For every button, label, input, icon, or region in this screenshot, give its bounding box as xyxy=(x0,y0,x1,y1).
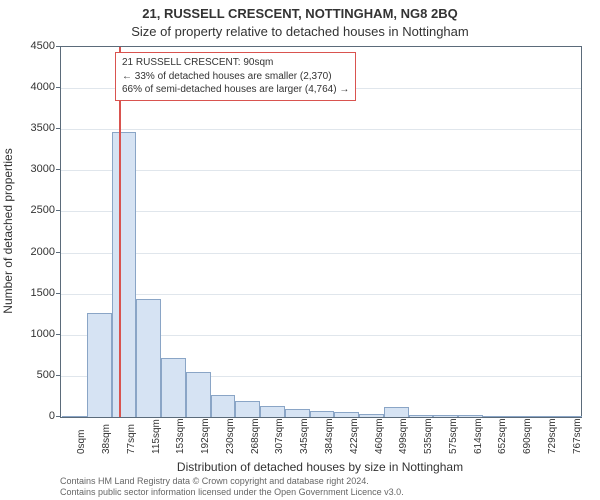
x-tick-label: 384sqm xyxy=(324,418,335,454)
y-tick-mark xyxy=(56,128,60,129)
x-tick-label: 230sqm xyxy=(225,418,236,454)
y-tick-mark xyxy=(56,169,60,170)
y-tick-label: 500 xyxy=(15,369,55,381)
histogram-bar xyxy=(409,415,434,417)
histogram-bar xyxy=(186,372,211,417)
gridline xyxy=(61,253,581,254)
annotation-line2: ← 33% of detached houses are smaller (2,… xyxy=(122,70,349,84)
histogram-bar xyxy=(211,395,236,417)
y-tick-label: 1000 xyxy=(15,328,55,340)
histogram-bar xyxy=(285,409,310,417)
y-tick-label: 2000 xyxy=(15,246,55,258)
y-tick-label: 0 xyxy=(15,410,55,422)
x-tick-label: 652sqm xyxy=(497,418,508,454)
annotation-line1: 21 RUSSELL CRESCENT: 90sqm xyxy=(122,56,349,70)
gridline xyxy=(61,211,581,212)
x-tick-label: 614sqm xyxy=(473,418,484,454)
gridline xyxy=(61,170,581,171)
y-tick-mark xyxy=(56,87,60,88)
x-tick-label: 690sqm xyxy=(522,418,533,454)
y-tick-mark xyxy=(56,46,60,47)
x-tick-label: 345sqm xyxy=(299,418,310,454)
x-tick-label: 767sqm xyxy=(572,418,583,454)
x-tick-label: 422sqm xyxy=(349,418,360,454)
histogram-bar xyxy=(433,415,458,417)
y-tick-mark xyxy=(56,375,60,376)
histogram-bar xyxy=(483,416,508,417)
y-tick-mark xyxy=(56,252,60,253)
histogram-bar xyxy=(334,412,359,417)
x-tick-label: 115sqm xyxy=(151,419,162,454)
histogram-bar xyxy=(112,132,137,417)
y-tick-label: 1500 xyxy=(15,287,55,299)
histogram-bar xyxy=(136,299,161,417)
y-tick-mark xyxy=(56,210,60,211)
chart-title-sub: Size of property relative to detached ho… xyxy=(0,24,600,39)
y-tick-mark xyxy=(56,293,60,294)
histogram-bar xyxy=(384,407,409,417)
y-tick-mark xyxy=(56,334,60,335)
footer-attribution: Contains HM Land Registry data © Crown c… xyxy=(60,476,580,499)
property-marker-line xyxy=(119,47,121,417)
histogram-bar xyxy=(62,416,87,417)
plot-area xyxy=(60,46,582,418)
chart-title-main: 21, RUSSELL CRESCENT, NOTTINGHAM, NG8 2B… xyxy=(0,6,600,21)
x-tick-label: 268sqm xyxy=(250,418,261,454)
x-tick-label: 729sqm xyxy=(547,418,558,454)
histogram-bar xyxy=(310,411,335,417)
x-axis-label: Distribution of detached houses by size … xyxy=(60,460,580,474)
annotation-line3: 66% of semi-detached houses are larger (… xyxy=(122,83,349,97)
x-tick-label: 535sqm xyxy=(423,418,434,454)
histogram-bar xyxy=(87,313,112,417)
y-tick-label: 3500 xyxy=(15,122,55,134)
x-tick-label: 38sqm xyxy=(101,424,112,454)
x-tick-label: 575sqm xyxy=(448,418,459,454)
gridline xyxy=(61,129,581,130)
histogram-bar xyxy=(359,414,384,417)
y-tick-label: 4500 xyxy=(15,40,55,52)
x-tick-label: 307sqm xyxy=(274,418,285,454)
y-tick-label: 4000 xyxy=(15,81,55,93)
y-tick-mark xyxy=(56,416,60,417)
y-tick-label: 2500 xyxy=(15,204,55,216)
histogram-bar xyxy=(235,401,260,417)
gridline xyxy=(61,294,581,295)
histogram-bar xyxy=(161,358,186,417)
x-tick-label: 153sqm xyxy=(175,418,186,454)
chart-container: 21, RUSSELL CRESCENT, NOTTINGHAM, NG8 2B… xyxy=(0,0,600,500)
x-tick-label: 499sqm xyxy=(398,418,409,454)
histogram-bar xyxy=(532,416,557,417)
footer-line1: Contains HM Land Registry data © Crown c… xyxy=(60,476,580,487)
x-tick-label: 192sqm xyxy=(200,418,211,454)
y-tick-label: 3000 xyxy=(15,163,55,175)
y-axis-label: Number of detached properties xyxy=(1,148,15,313)
x-tick-label: 460sqm xyxy=(374,418,385,454)
x-tick-label: 0sqm xyxy=(76,430,87,454)
footer-line2: Contains public sector information licen… xyxy=(60,487,580,498)
x-tick-label: 77sqm xyxy=(126,424,137,454)
histogram-bar xyxy=(508,416,533,417)
annotation-box: 21 RUSSELL CRESCENT: 90sqm ← 33% of deta… xyxy=(115,52,356,101)
histogram-bar xyxy=(260,406,285,417)
histogram-bar xyxy=(557,416,582,417)
histogram-bar xyxy=(458,415,483,417)
